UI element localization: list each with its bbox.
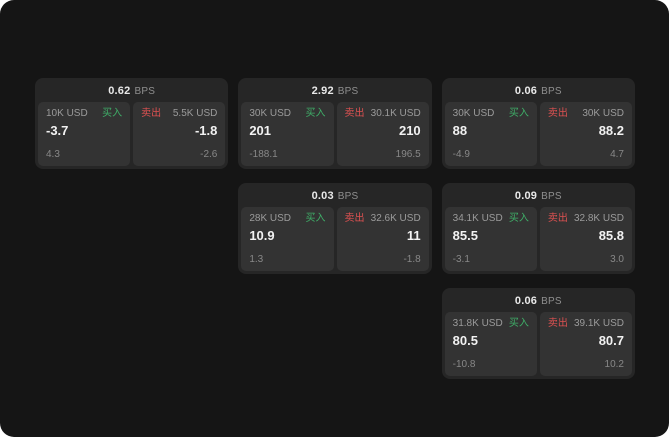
buy-price: 201 xyxy=(249,123,272,138)
quote-panels: 34.1K USD 买入 85.5 -3.1 卖出 32.8K USD 85.8… xyxy=(444,207,632,271)
bps-label: BPS xyxy=(541,86,562,97)
sell-price: 88.2 xyxy=(598,123,624,138)
spread-header: 0.09 BPS xyxy=(445,186,632,207)
buy-price: 10.9 xyxy=(249,228,275,243)
bps-label: BPS xyxy=(337,191,359,202)
sell-change: 3.0 xyxy=(610,254,624,265)
buy-change: -4.9 xyxy=(452,149,470,160)
buy-action-label: 买入 xyxy=(305,213,326,224)
buy-panel[interactable]: 28K USD 买入 10.9 1.3 xyxy=(241,207,334,271)
sell-price: 210 xyxy=(398,123,421,138)
bps-label: BPS xyxy=(541,296,562,307)
sell-panel[interactable]: 卖出 5.5K USD -1.8 -2.6 xyxy=(133,102,226,166)
buy-panel[interactable]: 34.1K USD 买入 85.5 -3.1 xyxy=(444,207,537,271)
sell-action-label: 卖出 xyxy=(141,108,162,119)
buy-size-label: 30K USD xyxy=(452,108,495,119)
buy-change: 1.3 xyxy=(249,254,264,265)
sell-panel[interactable]: 卖出 30K USD 88.2 4.7 xyxy=(539,102,632,166)
sell-size-label: 30.1K USD xyxy=(370,108,421,119)
quote-panels: 10K USD 买入 -3.7 4.3 卖出 5.5K USD -1.8 -2.… xyxy=(38,102,226,166)
spread-header: 0.06 BPS xyxy=(445,291,632,312)
sell-change: 4.7 xyxy=(610,149,624,160)
quote-card: 0.06 BPS 30K USD 买入 88 -4.9 卖出 30K USD xyxy=(441,78,635,169)
quote-panels: 30K USD 买入 88 -4.9 卖出 30K USD 88.2 4.7 xyxy=(444,102,632,166)
sell-action-label: 卖出 xyxy=(547,318,568,329)
sell-action-label: 卖出 xyxy=(344,213,365,224)
spread-value: 0.03 xyxy=(311,190,334,202)
sell-price: 11 xyxy=(406,228,421,243)
buy-price: 80.5 xyxy=(452,333,478,348)
buy-action-label: 买入 xyxy=(508,318,529,329)
sell-panel[interactable]: 卖出 32.8K USD 85.8 3.0 xyxy=(539,207,632,271)
sell-action-label: 卖出 xyxy=(344,108,365,119)
buy-change: -3.1 xyxy=(452,254,470,265)
sell-price: 80.7 xyxy=(598,333,624,348)
buy-size-label: 34.1K USD xyxy=(452,213,503,224)
buy-change: -10.8 xyxy=(452,359,476,370)
sell-change: -2.6 xyxy=(200,149,218,160)
buy-size-label: 28K USD xyxy=(249,213,292,224)
buy-action-label: 买入 xyxy=(508,213,529,224)
quote-grid: 0.62 BPS 10K USD 买入 -3.7 4.3 卖出 5.5K USD xyxy=(35,78,635,379)
quote-card: 0.09 BPS 34.1K USD 买入 85.5 -3.1 卖出 32.8K … xyxy=(441,183,635,274)
sell-panel[interactable]: 卖出 30.1K USD 210 196.5 xyxy=(336,102,429,166)
buy-action-label: 买入 xyxy=(102,108,123,119)
quote-card: 0.06 BPS 31.8K USD 买入 80.5 -10.8 卖出 39.1K… xyxy=(441,288,635,379)
quote-panels: 31.8K USD 买入 80.5 -10.8 卖出 39.1K USD 80.… xyxy=(444,312,632,376)
sell-size-label: 32.8K USD xyxy=(573,213,624,224)
sell-size-label: 5.5K USD xyxy=(172,108,218,119)
sell-change: 196.5 xyxy=(395,149,421,160)
buy-panel[interactable]: 30K USD 买入 88 -4.9 xyxy=(444,102,537,166)
sell-panel[interactable]: 卖出 39.1K USD 80.7 10.2 xyxy=(539,312,632,376)
buy-panel[interactable]: 10K USD 买入 -3.7 4.3 xyxy=(38,102,131,166)
quote-panels: 30K USD 买入 201 -188.1 卖出 30.1K USD 210 1… xyxy=(241,102,429,166)
sell-price: -1.8 xyxy=(194,123,218,138)
spread-value: 0.06 xyxy=(514,85,538,97)
quote-card: 0.62 BPS 10K USD 买入 -3.7 4.3 卖出 5.5K USD xyxy=(35,78,229,169)
sell-change: -1.8 xyxy=(403,254,421,265)
quote-card: 0.03 BPS 28K USD 买入 10.9 1.3 卖出 32.6K USD xyxy=(238,183,432,274)
quote-panels: 28K USD 买入 10.9 1.3 卖出 32.6K USD 11 -1.8 xyxy=(241,207,429,271)
sell-price: 85.8 xyxy=(598,228,624,243)
sell-panel[interactable]: 卖出 32.6K USD 11 -1.8 xyxy=(336,207,429,271)
spread-header: 0.06 BPS xyxy=(445,81,632,102)
buy-size-label: 30K USD xyxy=(249,108,292,119)
buy-action-label: 买入 xyxy=(508,108,529,119)
spread-value: 0.09 xyxy=(514,190,538,202)
bps-label: BPS xyxy=(134,86,156,97)
spread-value: 0.62 xyxy=(108,85,131,97)
buy-change: -188.1 xyxy=(249,149,278,160)
spread-value: 0.06 xyxy=(514,295,538,307)
sell-size-label: 32.6K USD xyxy=(370,213,421,224)
buy-panel[interactable]: 30K USD 买入 201 -188.1 xyxy=(241,102,334,166)
spread-header: 0.62 BPS xyxy=(38,81,225,102)
buy-price: -3.7 xyxy=(46,123,69,138)
buy-price: 85.5 xyxy=(452,228,478,243)
sell-size-label: 30K USD xyxy=(582,108,624,119)
spread-header: 2.92 BPS xyxy=(241,81,428,102)
sell-action-label: 卖出 xyxy=(547,213,568,224)
bps-label: BPS xyxy=(337,86,359,97)
buy-panel[interactable]: 31.8K USD 买入 80.5 -10.8 xyxy=(444,312,537,376)
buy-change: 4.3 xyxy=(46,149,60,160)
sell-action-label: 卖出 xyxy=(547,108,568,119)
buy-size-label: 10K USD xyxy=(46,108,88,119)
buy-price: 88 xyxy=(452,123,468,138)
buy-size-label: 31.8K USD xyxy=(452,318,503,329)
quote-card: 2.92 BPS 30K USD 买入 201 -188.1 卖出 30.1K U… xyxy=(238,78,432,169)
sell-change: 10.2 xyxy=(604,359,624,370)
buy-action-label: 买入 xyxy=(305,108,326,119)
spread-value: 2.92 xyxy=(311,85,334,97)
sell-size-label: 39.1K USD xyxy=(573,318,624,329)
spread-header: 0.03 BPS xyxy=(241,186,428,207)
bps-label: BPS xyxy=(541,191,562,202)
